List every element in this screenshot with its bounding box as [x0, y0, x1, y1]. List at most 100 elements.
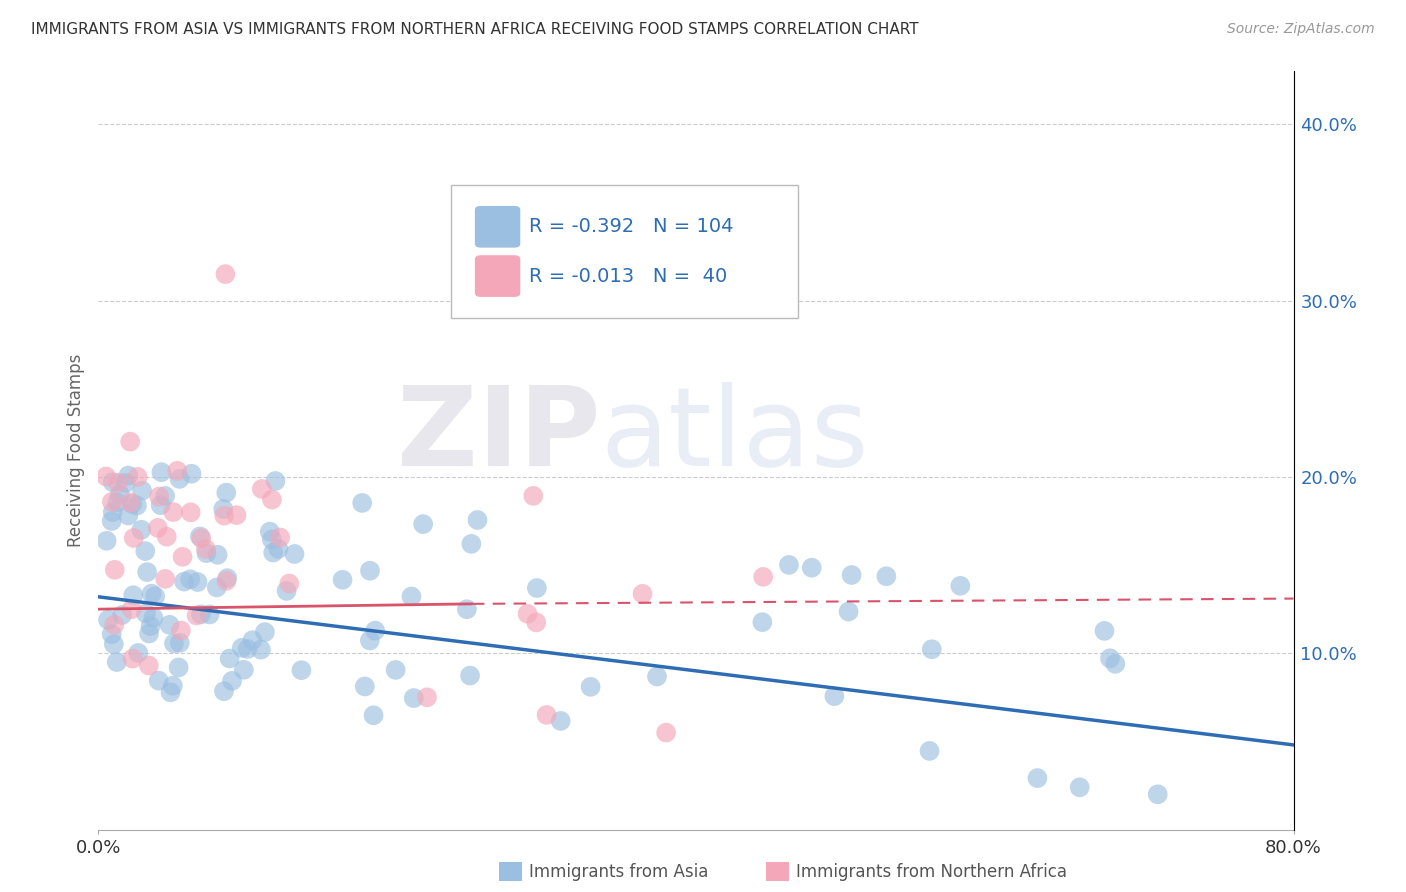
- Point: [253, 625, 276, 640]
- Point: [121, 651, 143, 665]
- Point: [179, 572, 201, 586]
- Point: [186, 608, 208, 623]
- Point: [1026, 771, 1049, 785]
- Point: [156, 530, 179, 544]
- Text: Source: ZipAtlas.com: Source: ZipAtlas.com: [1227, 22, 1375, 37]
- Point: [153, 489, 176, 503]
- Point: [218, 651, 240, 665]
- Point: [550, 714, 572, 728]
- Point: [105, 655, 128, 669]
- Point: [205, 581, 228, 595]
- Point: [250, 482, 273, 496]
- Point: [131, 483, 153, 498]
- Point: [121, 497, 143, 511]
- Text: R = -0.013   N =  40: R = -0.013 N = 40: [529, 267, 727, 285]
- Point: [117, 468, 139, 483]
- Point: [752, 570, 775, 584]
- Point: [148, 673, 170, 688]
- Point: [267, 541, 290, 556]
- Point: [359, 564, 381, 578]
- Point: [778, 558, 800, 572]
- Point: [949, 579, 972, 593]
- Point: [188, 529, 211, 543]
- Point: [180, 505, 202, 519]
- Point: [103, 617, 125, 632]
- Point: [107, 475, 129, 490]
- Point: [1098, 651, 1121, 665]
- Point: [460, 537, 482, 551]
- Point: [522, 489, 544, 503]
- Point: [190, 531, 212, 545]
- Point: [100, 627, 122, 641]
- Point: [353, 680, 375, 694]
- Point: [212, 684, 235, 698]
- Point: [516, 607, 538, 621]
- Point: [401, 590, 423, 604]
- Text: ZIP: ZIP: [396, 382, 600, 489]
- Point: [170, 624, 193, 638]
- Point: [117, 508, 139, 523]
- Point: [921, 642, 943, 657]
- Point: [108, 487, 131, 501]
- Y-axis label: Receiving Food Stamps: Receiving Food Stamps: [66, 354, 84, 547]
- Point: [212, 502, 235, 516]
- Point: [364, 624, 387, 638]
- Point: [120, 495, 142, 509]
- Point: [120, 434, 142, 449]
- Point: [138, 658, 160, 673]
- Point: [278, 576, 301, 591]
- Point: [97, 613, 120, 627]
- Point: [875, 569, 897, 583]
- Point: [524, 615, 547, 630]
- Point: [127, 470, 149, 484]
- Point: [631, 587, 654, 601]
- Point: [139, 619, 162, 633]
- Point: [169, 636, 191, 650]
- Point: [125, 499, 148, 513]
- Point: [173, 574, 195, 589]
- Point: [456, 602, 478, 616]
- Point: [276, 583, 298, 598]
- Point: [114, 475, 136, 490]
- Point: [402, 691, 425, 706]
- Point: [1094, 624, 1116, 638]
- Point: [122, 531, 145, 545]
- Point: [194, 541, 217, 556]
- Point: [138, 626, 160, 640]
- Point: [198, 607, 221, 622]
- Point: [215, 574, 238, 588]
- Point: [363, 708, 385, 723]
- Point: [359, 633, 381, 648]
- Point: [162, 505, 184, 519]
- Point: [352, 496, 374, 510]
- Point: [180, 467, 202, 481]
- Point: [96, 533, 118, 548]
- Text: IMMIGRANTS FROM ASIA VS IMMIGRANTS FROM NORTHERN AFRICA RECEIVING FOOD STAMPS CO: IMMIGRANTS FROM ASIA VS IMMIGRANTS FROM …: [31, 22, 918, 37]
- Text: Immigrants from Asia: Immigrants from Asia: [529, 863, 709, 881]
- Point: [94, 469, 117, 483]
- Point: [841, 568, 863, 582]
- Point: [101, 475, 124, 490]
- Point: [101, 495, 124, 509]
- Point: [416, 690, 439, 705]
- Point: [207, 548, 229, 562]
- Point: [100, 514, 122, 528]
- Point: [131, 523, 153, 537]
- FancyBboxPatch shape: [475, 206, 520, 248]
- Point: [384, 663, 406, 677]
- Point: [655, 725, 678, 739]
- Point: [103, 637, 125, 651]
- Point: [187, 575, 209, 590]
- Point: [104, 563, 127, 577]
- Point: [162, 679, 184, 693]
- Point: [148, 490, 170, 504]
- Point: [221, 673, 243, 688]
- Point: [159, 617, 181, 632]
- Point: [101, 505, 124, 519]
- Point: [458, 668, 481, 682]
- Text: atlas: atlas: [600, 382, 869, 489]
- Point: [135, 607, 157, 621]
- Point: [150, 465, 173, 479]
- Point: [122, 588, 145, 602]
- Point: [800, 560, 823, 574]
